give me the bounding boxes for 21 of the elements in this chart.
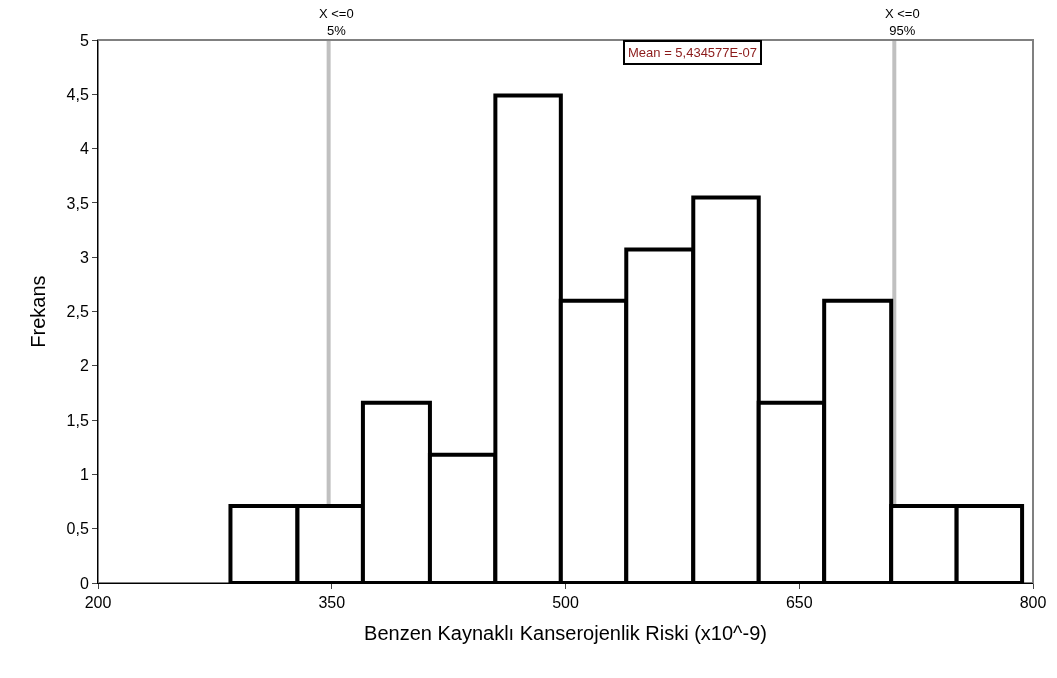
y-tick-label: 1: [79, 466, 89, 483]
x-tick-label: 800: [1019, 594, 1047, 612]
y-tick-label: 3,5: [66, 194, 89, 212]
x-tick-label: 350: [318, 594, 346, 612]
y-tick-label: 2: [79, 357, 89, 375]
annotation: X <=0 5%: [319, 6, 354, 38]
y-tick-label: 5: [79, 31, 89, 49]
y-tick-label: 3: [79, 248, 89, 266]
y-axis-title: Frekans: [27, 275, 50, 348]
annotation: X <=0 95%: [885, 6, 920, 38]
y-tick-label: 2,5: [66, 303, 89, 321]
y-tick-label: 1,5: [66, 411, 89, 429]
y-tick-label: 4,5: [66, 85, 89, 103]
y-tick-label: 4: [79, 140, 89, 158]
y-tick-label: 0,5: [66, 520, 89, 538]
x-tick-label: 650: [785, 594, 813, 612]
annotation: Mean = 5,434577E-07: [628, 45, 758, 60]
y-tick-label: 0: [79, 574, 89, 592]
x-tick-label: 200: [84, 594, 112, 612]
x-tick-label: 500: [552, 594, 579, 612]
x-axis-title: Benzen Kaynaklı Kanserojenlik Riski (x10^-9): [364, 621, 767, 644]
